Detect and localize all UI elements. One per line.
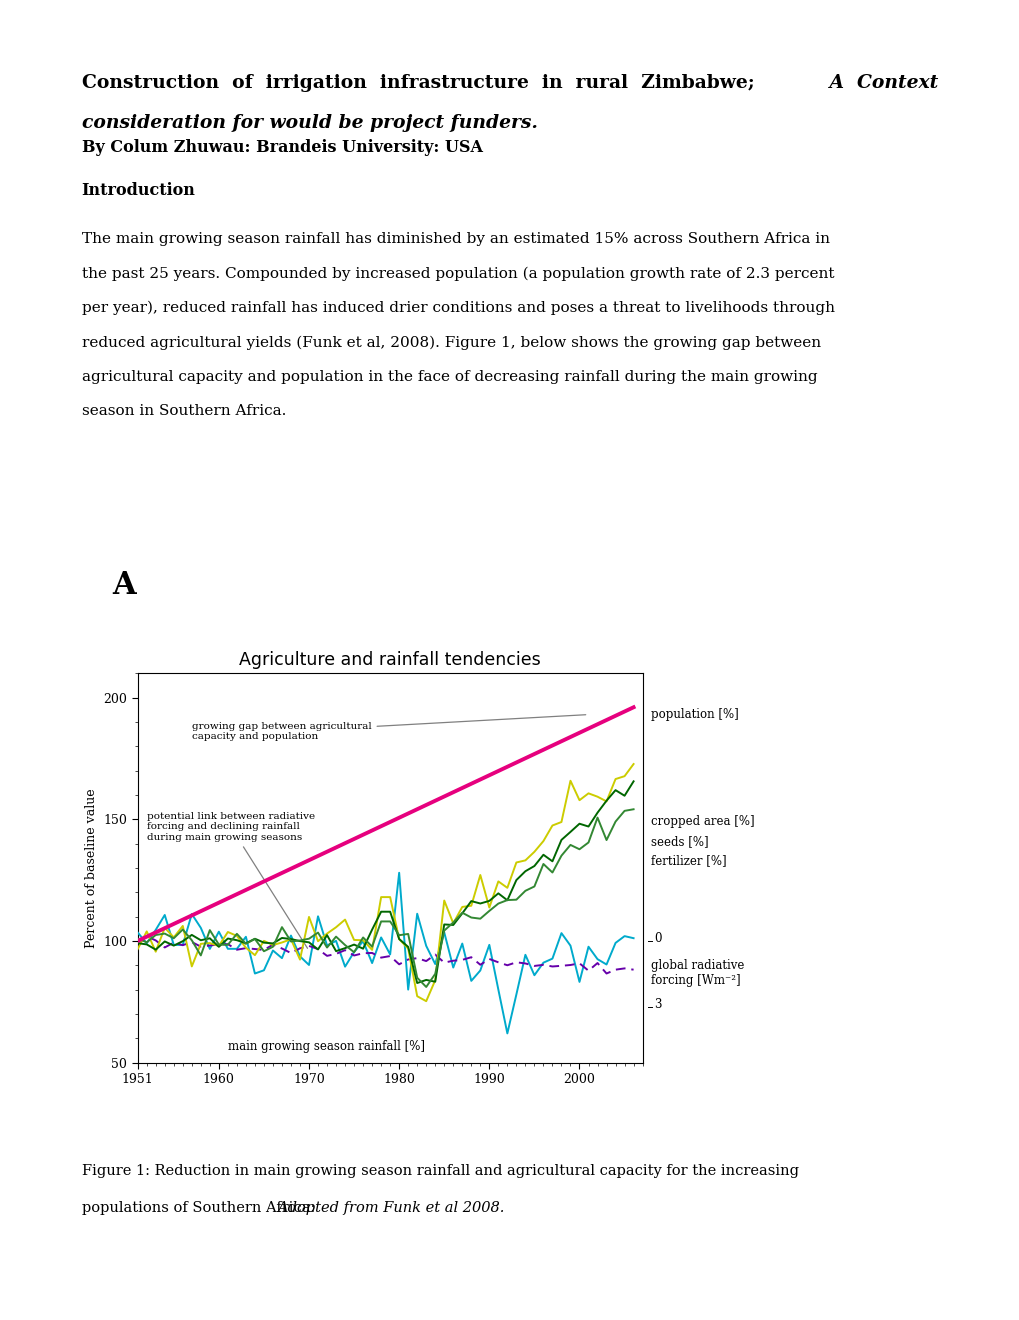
Text: fertilizer [%]: fertilizer [%] xyxy=(650,854,726,867)
Title: Agriculture and rainfall tendencies: Agriculture and rainfall tendencies xyxy=(239,651,540,669)
Text: seeds [%]: seeds [%] xyxy=(650,834,707,847)
Text: Figure 1: Reduction in main growing season rainfall and agricultural capacity fo: Figure 1: Reduction in main growing seas… xyxy=(82,1164,798,1179)
Text: main growing season rainfall [%]: main growing season rainfall [%] xyxy=(227,1040,425,1053)
Text: growing gap between agricultural
capacity and population: growing gap between agricultural capacit… xyxy=(192,714,585,742)
Text: consideration for would be project funders.: consideration for would be project funde… xyxy=(82,114,537,132)
Text: global radiative
forcing [Wm⁻²]: global radiative forcing [Wm⁻²] xyxy=(650,958,744,986)
Text: Adopted from Funk et al 2008.: Adopted from Funk et al 2008. xyxy=(277,1201,504,1216)
Text: 3: 3 xyxy=(653,998,660,1011)
Text: reduced agricultural yields (Funk et al, 2008). Figure 1, below shows the growin: reduced agricultural yields (Funk et al,… xyxy=(82,335,820,350)
Text: the past 25 years. Compounded by increased population (a population growth rate : the past 25 years. Compounded by increas… xyxy=(82,267,834,281)
Y-axis label: Percent of baseline value: Percent of baseline value xyxy=(85,788,98,948)
Text: cropped area [%]: cropped area [%] xyxy=(650,816,754,828)
Text: per year), reduced rainfall has induced drier conditions and poses a threat to l: per year), reduced rainfall has induced … xyxy=(82,301,834,315)
Text: By Colum Zhuwau: Brandeis University: USA: By Colum Zhuwau: Brandeis University: US… xyxy=(82,139,482,156)
Text: agricultural capacity and population in the face of decreasing rainfall during t: agricultural capacity and population in … xyxy=(82,370,816,384)
Text: 0: 0 xyxy=(653,932,660,945)
Text: population [%]: population [%] xyxy=(650,708,738,721)
Text: The main growing season rainfall has diminished by an estimated 15% across South: The main growing season rainfall has dim… xyxy=(82,232,828,247)
Text: populations of Southern Africa:: populations of Southern Africa: xyxy=(82,1201,319,1216)
Text: Construction  of  irrigation  infrastructure  in  rural  Zimbabwe;: Construction of irrigation infrastructur… xyxy=(82,74,754,92)
Text: A: A xyxy=(112,570,136,601)
Text: Introduction: Introduction xyxy=(82,182,196,199)
Text: A  Context: A Context xyxy=(822,74,937,92)
Text: season in Southern Africa.: season in Southern Africa. xyxy=(82,404,285,418)
Text: potential link between radiative
forcing and declining rainfall
during main grow: potential link between radiative forcing… xyxy=(147,812,315,948)
